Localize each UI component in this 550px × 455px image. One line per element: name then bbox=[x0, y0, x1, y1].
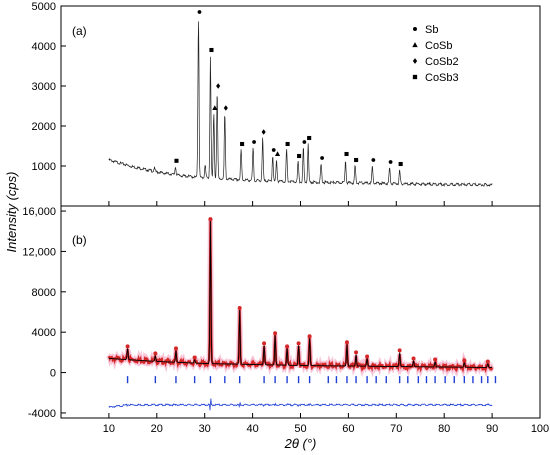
phase-marker-square bbox=[354, 157, 359, 163]
observed-point bbox=[462, 358, 467, 363]
phase-marker-diamond bbox=[223, 105, 228, 111]
y-tick-label-a: 1000 bbox=[32, 161, 56, 173]
observed-point bbox=[208, 217, 213, 222]
observed-pattern bbox=[107, 219, 494, 374]
phase-marker-circle bbox=[302, 140, 307, 144]
phase-marker-square bbox=[209, 47, 214, 53]
x-tick-label: 30 bbox=[199, 423, 211, 435]
observed-point bbox=[307, 334, 312, 339]
panel-a-axes: 1000 2000 3000 4000 5000 bbox=[32, 1, 541, 206]
phase-marker-circle bbox=[252, 140, 256, 144]
panel-b-frame bbox=[60, 205, 541, 419]
observed-point bbox=[125, 344, 130, 349]
y-tick-label-a: 2000 bbox=[32, 121, 56, 133]
y-tick-label-b: -4000 bbox=[28, 408, 56, 420]
x-tick-label: 40 bbox=[246, 423, 258, 435]
x-tick-label: 10 bbox=[103, 423, 115, 435]
observed-point bbox=[192, 355, 197, 360]
observed-point bbox=[354, 350, 359, 355]
observed-point bbox=[273, 331, 278, 336]
observed-point bbox=[285, 344, 290, 349]
legend-marker-triangle bbox=[412, 42, 418, 48]
legend-label: CoSb3 bbox=[425, 72, 459, 84]
phase-marker-square bbox=[398, 161, 403, 167]
observed-point bbox=[485, 359, 490, 364]
legend-label: CoSb bbox=[425, 40, 453, 52]
y-tick-label-b: 8000 bbox=[32, 287, 56, 299]
phase-marker-circle bbox=[197, 10, 202, 14]
x-tick-label: 50 bbox=[294, 423, 306, 435]
observed-halo bbox=[106, 219, 495, 379]
observed-point bbox=[433, 357, 438, 362]
observed-point bbox=[153, 351, 158, 356]
y-tick-label-b: 12,000 bbox=[22, 246, 56, 258]
difference-curve bbox=[108, 398, 493, 411]
phase-marker-circle bbox=[388, 160, 393, 164]
legend-marker-diamond bbox=[412, 58, 418, 64]
phase-marker-square bbox=[344, 151, 349, 157]
legend-label: CoSb2 bbox=[425, 56, 459, 68]
phase-marker-circle bbox=[271, 148, 276, 152]
observed-point bbox=[262, 341, 267, 346]
phase-marker-square bbox=[297, 153, 302, 159]
x-tick-label: 20 bbox=[151, 423, 163, 435]
y-tick-label-a: 4000 bbox=[32, 41, 56, 53]
x-tick-label: 70 bbox=[390, 423, 402, 435]
x-axis-label: 2θ (°) bbox=[284, 436, 317, 451]
observed-point bbox=[344, 340, 349, 345]
panel-b-plot bbox=[106, 217, 497, 411]
panel-a-frame bbox=[60, 5, 541, 207]
x-tick-label: 80 bbox=[438, 423, 450, 435]
calculated-pattern bbox=[108, 221, 493, 368]
legend-label: Sb bbox=[425, 24, 438, 36]
y-tick-label-b: 0 bbox=[50, 368, 56, 380]
x-tick-label: 60 bbox=[342, 423, 354, 435]
phase-marker-diamond bbox=[261, 129, 266, 135]
y-tick-label-a: 3000 bbox=[32, 81, 56, 93]
y-tick-label-a: 5000 bbox=[32, 1, 56, 13]
panel-a-label: (a) bbox=[72, 24, 87, 38]
phase-marker-triangle bbox=[212, 105, 218, 111]
panel-b-axes: -4000 0 4000 8000 12,000 16,000 10 20 30 40 50 60 70… bbox=[22, 206, 549, 435]
phase-marker-square bbox=[307, 135, 312, 141]
y-axis-label: Intensity (cps) bbox=[4, 172, 19, 253]
panel-b-label: (b) bbox=[72, 233, 87, 247]
y-tick-label-b: 4000 bbox=[32, 327, 56, 339]
observed-point bbox=[397, 348, 402, 353]
phase-marker-diamond bbox=[216, 83, 221, 89]
phase-marker-square bbox=[240, 141, 245, 147]
x-tick-label: 100 bbox=[531, 423, 549, 435]
x-tick-label: 90 bbox=[486, 423, 498, 435]
observed-point bbox=[411, 356, 416, 361]
observed-point bbox=[173, 346, 178, 351]
observed-point bbox=[237, 305, 242, 310]
observed-point bbox=[365, 354, 370, 359]
legend-marker-square bbox=[412, 74, 418, 80]
phase-marker-square bbox=[174, 158, 179, 163]
observed-point bbox=[296, 341, 301, 346]
phase-marker-circle bbox=[320, 156, 324, 160]
phase-marker-square bbox=[285, 141, 290, 147]
phase-marker-triangle bbox=[275, 151, 281, 157]
panel-a-plot bbox=[108, 10, 493, 188]
panel-a-legend: Sb CoSb CoSb2 CoSb3 bbox=[412, 24, 459, 84]
y-tick-label-b: 16,000 bbox=[22, 206, 56, 218]
pattern-a-line bbox=[108, 21, 493, 188]
legend-marker-circle bbox=[413, 27, 417, 31]
phase-marker-circle bbox=[371, 158, 376, 162]
